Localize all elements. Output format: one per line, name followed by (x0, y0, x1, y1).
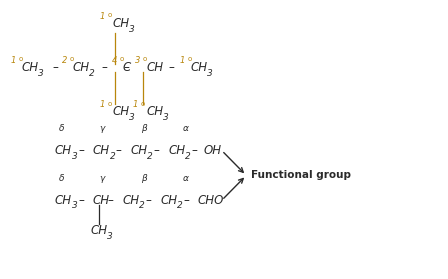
Text: CH: CH (90, 224, 108, 237)
Text: –: – (116, 144, 122, 157)
Text: 1: 1 (180, 56, 185, 65)
Text: 2: 2 (61, 56, 67, 65)
Text: 1: 1 (133, 100, 138, 109)
Text: o: o (18, 56, 22, 62)
Text: 4: 4 (112, 56, 117, 65)
Text: 3: 3 (38, 69, 43, 78)
Text: CH: CH (113, 105, 130, 118)
Text: OH: OH (204, 144, 222, 157)
Text: α: α (183, 174, 189, 183)
Text: C: C (123, 61, 131, 74)
Text: CH: CH (55, 194, 72, 207)
Text: –: – (78, 144, 84, 157)
Text: o: o (188, 56, 192, 62)
Text: 3: 3 (129, 114, 135, 122)
Text: o: o (120, 56, 124, 62)
Text: –: – (146, 194, 151, 207)
Text: 3: 3 (72, 201, 78, 210)
Text: o: o (108, 101, 112, 107)
Text: CH: CH (93, 144, 110, 157)
Text: CH: CH (122, 194, 140, 207)
Text: o: o (143, 56, 147, 62)
Text: 3: 3 (72, 151, 78, 161)
Text: 2: 2 (110, 151, 115, 161)
Text: 3: 3 (207, 69, 213, 78)
Text: γ: γ (99, 124, 104, 133)
Text: –: – (191, 144, 198, 157)
Text: CH: CH (168, 144, 185, 157)
Text: 2: 2 (177, 201, 183, 210)
Text: –: – (184, 194, 190, 207)
Text: –: – (102, 61, 108, 74)
Text: 2: 2 (89, 69, 95, 78)
Text: γ: γ (99, 174, 104, 183)
Text: –: – (78, 194, 84, 207)
Text: 1: 1 (10, 56, 16, 65)
Text: 1: 1 (99, 12, 105, 21)
Text: 2: 2 (147, 151, 153, 161)
Text: 2: 2 (139, 201, 145, 210)
Text: Functional group: Functional group (251, 170, 351, 181)
Text: CH: CH (55, 144, 72, 157)
Text: CHO: CHO (197, 194, 224, 207)
Text: CH: CH (73, 61, 90, 74)
Text: o: o (141, 101, 145, 107)
Text: –: – (168, 61, 174, 74)
Text: δ: δ (59, 174, 64, 183)
Text: CH: CH (22, 61, 39, 74)
Text: 2: 2 (185, 151, 191, 161)
Text: δ: δ (59, 124, 64, 133)
Text: CH: CH (190, 61, 208, 74)
Text: –: – (108, 194, 113, 207)
Text: –: – (154, 144, 159, 157)
Text: CH: CH (113, 17, 130, 30)
Text: CH: CH (130, 144, 148, 157)
Text: CH: CH (93, 194, 110, 207)
Text: CH: CH (160, 194, 177, 207)
Text: –: – (124, 61, 130, 74)
Text: o: o (108, 12, 112, 18)
Text: 3: 3 (163, 114, 168, 122)
Text: 1: 1 (99, 100, 105, 109)
Text: β: β (141, 124, 147, 133)
Text: β: β (141, 174, 147, 183)
Text: 3: 3 (129, 25, 135, 34)
Text: CH: CH (146, 105, 163, 118)
Text: 3: 3 (135, 56, 140, 65)
Text: CH: CH (146, 61, 163, 74)
Text: α: α (183, 124, 189, 133)
Text: –: – (52, 61, 59, 74)
Text: o: o (69, 56, 74, 62)
Text: 3: 3 (108, 232, 113, 241)
